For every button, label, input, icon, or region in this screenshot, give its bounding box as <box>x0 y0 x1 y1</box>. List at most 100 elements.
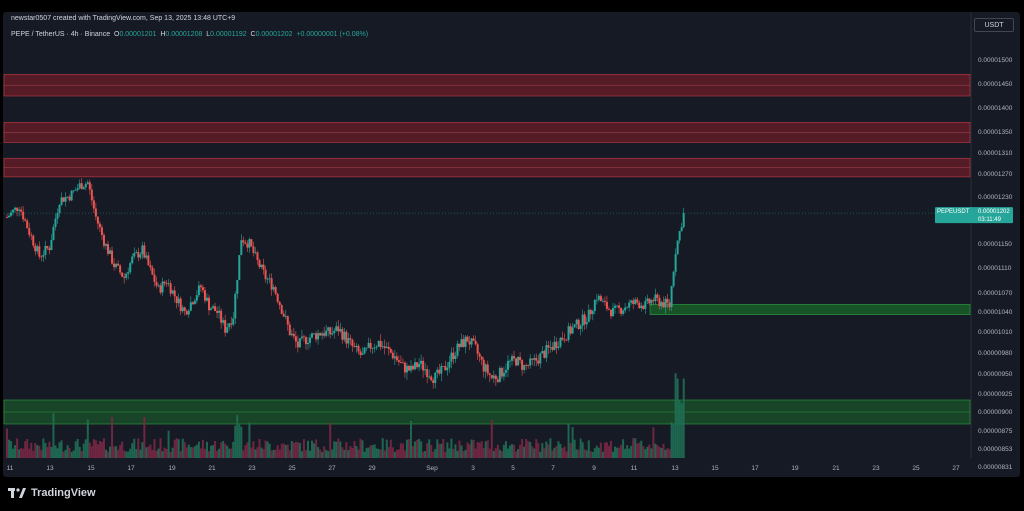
volume-bar <box>373 444 376 458</box>
candle-body <box>591 311 594 315</box>
volume-bar <box>298 443 301 458</box>
candle-body <box>248 239 251 248</box>
x-tick-label-20: 21 <box>832 465 840 472</box>
candle-body <box>517 356 520 366</box>
volume-bar <box>90 446 93 458</box>
candle-body <box>193 300 196 305</box>
x-tick-label-2: 15 <box>87 465 95 472</box>
candle-body <box>161 281 164 293</box>
candle-body <box>46 245 49 249</box>
volume-bar <box>149 444 152 458</box>
tradingview-logo-icon <box>8 488 26 498</box>
price-chart[interactable]: 0.00001500 0.00001450 0.00001400 0.00001350… <box>0 0 1024 480</box>
x-tick-label-7: 25 <box>288 465 296 472</box>
volume-bar <box>539 451 542 458</box>
volume-bar <box>40 450 43 458</box>
volume-bar <box>159 438 162 458</box>
candle-body <box>533 357 536 360</box>
candle-body <box>242 240 245 243</box>
volume-bar <box>157 448 160 458</box>
candle-body <box>581 314 584 326</box>
volume-bar <box>387 447 390 458</box>
candle-body <box>343 331 346 340</box>
candle-body <box>656 294 659 298</box>
candle-body <box>155 281 158 286</box>
volume-bar <box>315 439 318 458</box>
open-label: O <box>113 31 120 38</box>
volume-bar <box>553 447 556 458</box>
volume-bar <box>547 444 550 458</box>
volume-bar <box>448 448 451 458</box>
candle-body <box>234 293 237 319</box>
volume-bar <box>58 442 61 458</box>
candle-body <box>484 364 487 372</box>
symbol-legend[interactable]: PEPE / TetherUS · 4h · Binance O0.000012… <box>11 31 368 38</box>
candle-body <box>331 333 334 335</box>
volume-bar <box>123 450 126 458</box>
volume-bar <box>353 441 356 458</box>
candle-body <box>626 307 629 309</box>
volume-bar <box>151 450 154 458</box>
candle-body <box>189 302 192 311</box>
currency-unit-button[interactable]: USDT <box>974 18 1014 32</box>
candle-body <box>329 327 332 335</box>
volume-bar <box>502 444 505 458</box>
volume-bar <box>84 439 87 458</box>
candle-body <box>426 369 429 378</box>
volume-bar <box>262 449 265 458</box>
change-value: +0.00000001 (+0.08%) <box>296 31 369 38</box>
candle-body <box>157 285 160 287</box>
volume-bar <box>76 438 79 458</box>
candle-body <box>401 362 404 364</box>
x-tick-label-17: 15 <box>711 465 719 472</box>
volume-bar <box>222 440 225 458</box>
volume-bar <box>153 439 156 458</box>
volume-bar <box>195 444 198 458</box>
volume-bar <box>98 441 101 458</box>
volume-bar <box>664 449 667 458</box>
candle-body <box>347 338 350 344</box>
candle-body <box>670 286 673 308</box>
volume-bar <box>14 445 17 458</box>
x-tick-label-10: Sep <box>426 465 438 472</box>
candle-body <box>446 367 449 371</box>
volume-bar <box>30 442 33 458</box>
candle-body <box>139 254 142 258</box>
volume-bar <box>337 438 340 458</box>
candle-body <box>616 305 619 307</box>
candle-body <box>658 297 661 307</box>
volume-bar <box>311 440 314 458</box>
volume-bar <box>319 449 322 458</box>
candle-body <box>403 362 406 373</box>
candle-body <box>258 260 261 267</box>
candle-body <box>181 307 184 312</box>
volume-bar <box>10 441 13 458</box>
candle-body <box>680 227 683 232</box>
volume-bar <box>591 451 594 458</box>
tradingview-brand: TradingView <box>31 487 96 499</box>
volume-bar <box>250 447 253 458</box>
candle-body <box>109 250 112 254</box>
volume-bar <box>145 447 148 458</box>
candle-body <box>555 341 558 348</box>
candle-body <box>640 305 643 309</box>
volume-bar <box>347 450 350 458</box>
candle-body <box>506 360 509 370</box>
volume-bar <box>385 439 388 458</box>
volume-bar <box>660 448 663 458</box>
y-tick-label-3: 0.00001350 <box>978 129 1013 136</box>
y-tick-label-15: 0.00000925 <box>978 391 1013 398</box>
candle-body <box>482 359 485 372</box>
volume-bar <box>369 445 372 458</box>
volume-bar <box>155 450 158 458</box>
volume-bar <box>551 450 554 458</box>
candle-body <box>537 360 540 364</box>
volume-bar <box>56 448 59 458</box>
candle-body <box>529 358 532 366</box>
candle-body <box>622 310 625 314</box>
volume-bar <box>325 449 328 458</box>
candle-body <box>644 301 647 309</box>
candle-body <box>232 318 235 325</box>
volume-bar <box>670 422 673 458</box>
volume-bar <box>321 451 324 458</box>
